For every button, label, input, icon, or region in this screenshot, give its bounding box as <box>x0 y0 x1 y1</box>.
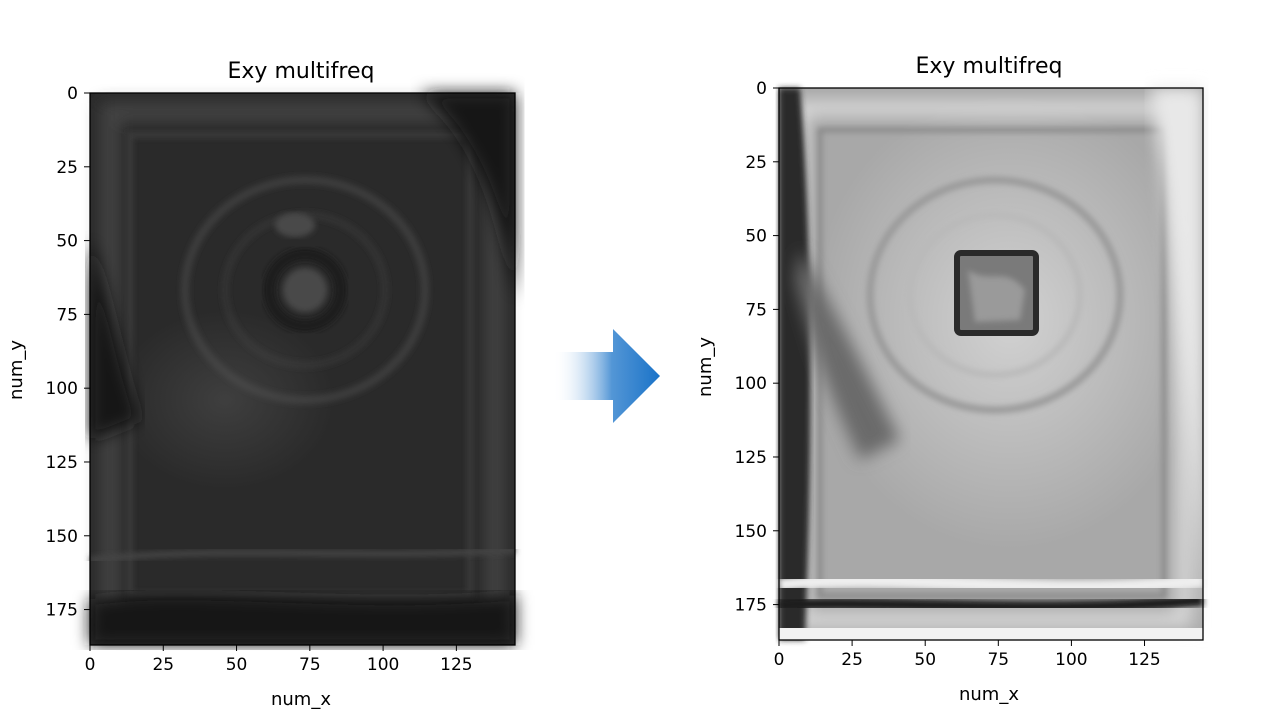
right-x-axis-label: num_x <box>959 684 1019 705</box>
left-axes: 0 25 50 75 100 125 0 25 50 75 100 125 150 175 <box>46 84 516 675</box>
left-heatmap-panel: Exy multifreq 0 25 50 75 100 125 0 25 50 75 100 12… <box>6 59 516 710</box>
left-chart-title: Exy multifreq <box>228 59 375 84</box>
left-y-tick-label: 50 <box>56 232 78 252</box>
left-x-axis-label: num_x <box>271 689 331 710</box>
right-heatmap-image <box>778 88 1210 640</box>
left-y-tick-label: 125 <box>46 453 78 473</box>
left-y-tick-label: 150 <box>46 527 78 547</box>
left-y-tick-label: 25 <box>56 158 78 178</box>
left-y-tick-label: 75 <box>56 305 78 325</box>
left-x-tick-label: 75 <box>299 655 321 675</box>
right-x-tick-label: 50 <box>914 650 936 670</box>
right-axes: 0 25 50 75 100 125 0 25 50 75 100 125 150 175 <box>735 79 1204 670</box>
left-heatmap-image <box>89 93 516 645</box>
right-y-tick-label: 50 <box>745 227 767 247</box>
right-y-axis-label: num_y <box>695 337 716 397</box>
right-y-ticks: 0 25 50 75 100 125 150 175 <box>735 79 779 616</box>
left-y-tick-label: 100 <box>46 379 78 399</box>
left-x-tick-label: 100 <box>367 655 399 675</box>
left-x-tick-label: 25 <box>152 655 174 675</box>
right-x-tick-label: 100 <box>1055 650 1087 670</box>
right-x-tick-label: 0 <box>774 650 785 670</box>
right-y-tick-label: 125 <box>735 448 767 468</box>
right-x-ticks: 0 25 50 75 100 125 <box>774 640 1161 670</box>
right-y-tick-label: 25 <box>745 153 767 173</box>
right-y-tick-label: 75 <box>745 300 767 320</box>
left-y-axis-label: num_y <box>6 340 27 400</box>
left-y-tick-label: 0 <box>67 84 78 104</box>
right-y-tick-label: 0 <box>756 79 767 99</box>
right-chart-title: Exy multifreq <box>916 54 1063 79</box>
right-arrow-icon <box>553 329 660 423</box>
right-x-tick-label: 75 <box>987 650 1009 670</box>
right-heatmap-panel: Exy multifreq 0 25 50 75 100 125 0 25 50 75 100 12… <box>695 54 1210 705</box>
left-y-tick-label: 175 <box>46 601 78 621</box>
right-y-tick-label: 150 <box>735 522 767 542</box>
right-x-tick-label: 125 <box>1128 650 1160 670</box>
left-x-ticks: 0 25 50 75 100 125 <box>85 645 473 675</box>
left-x-tick-label: 125 <box>440 655 472 675</box>
left-x-tick-label: 50 <box>226 655 248 675</box>
right-y-tick-label: 100 <box>735 374 767 394</box>
left-y-ticks: 0 25 50 75 100 125 150 175 <box>46 84 90 621</box>
right-y-tick-label: 175 <box>735 596 767 616</box>
left-x-tick-label: 0 <box>85 655 96 675</box>
right-x-tick-label: 25 <box>841 650 863 670</box>
